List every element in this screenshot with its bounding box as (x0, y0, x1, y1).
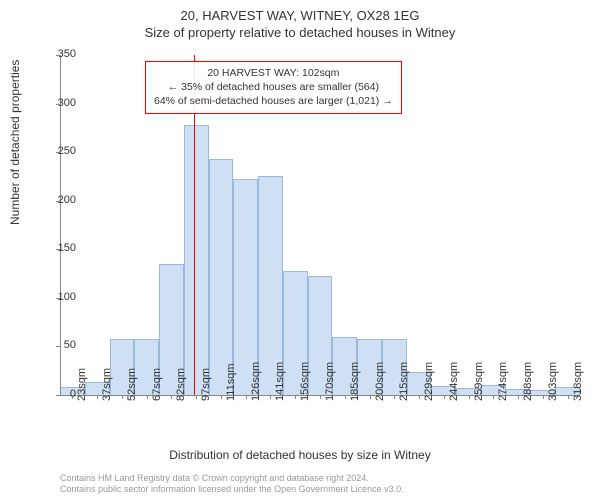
x-tick-mark (345, 395, 346, 399)
x-tick-label: 288sqm (522, 362, 534, 401)
x-tick-mark (419, 395, 420, 399)
y-tick-label: 200 (46, 194, 76, 206)
x-tick-label: 229sqm (423, 362, 435, 401)
x-tick-label: 23sqm (76, 368, 88, 401)
y-axis-label: Number of detached properties (8, 60, 22, 225)
x-tick-mark (221, 395, 222, 399)
x-tick-label: 318sqm (572, 362, 584, 401)
y-tick-mark (56, 201, 60, 202)
chart-title-main: 20, HARVEST WAY, WITNEY, OX28 1EG (0, 0, 600, 23)
x-tick-mark (568, 395, 569, 399)
x-tick-label: 156sqm (299, 362, 311, 401)
x-tick-mark (72, 395, 73, 399)
x-tick-mark (270, 395, 271, 399)
x-tick-mark (493, 395, 494, 399)
x-tick-mark (171, 395, 172, 399)
x-tick-label: 200sqm (374, 362, 386, 401)
y-tick-mark (56, 346, 60, 347)
y-tick-mark (56, 249, 60, 250)
x-tick-label: 244sqm (448, 362, 460, 401)
plot-area: 20 HARVEST WAY: 102sqm← 35% of detached … (60, 55, 580, 395)
x-tick-label: 97sqm (200, 368, 212, 401)
x-tick-mark (370, 395, 371, 399)
y-tick-mark (56, 395, 60, 396)
x-tick-label: 37sqm (101, 368, 113, 401)
callout-line: ← 35% of detached houses are smaller (56… (154, 80, 393, 94)
y-tick-mark (56, 55, 60, 56)
x-tick-mark (394, 395, 395, 399)
callout-line: 64% of semi-detached houses are larger (… (154, 94, 393, 108)
x-tick-label: 215sqm (398, 362, 410, 401)
x-tick-mark (320, 395, 321, 399)
x-tick-mark (469, 395, 470, 399)
y-tick-mark (56, 298, 60, 299)
x-tick-label: 259sqm (473, 362, 485, 401)
y-tick-label: 50 (46, 339, 76, 351)
x-tick-mark (444, 395, 445, 399)
x-tick-label: 111sqm (225, 363, 237, 401)
x-tick-label: 303sqm (547, 362, 559, 401)
x-tick-label: 141sqm (274, 362, 286, 401)
x-tick-mark (295, 395, 296, 399)
x-tick-label: 82sqm (175, 368, 187, 401)
y-tick-label: 350 (46, 48, 76, 60)
x-tick-mark (196, 395, 197, 399)
y-tick-label: 250 (46, 145, 76, 157)
chart-title-sub: Size of property relative to detached ho… (0, 23, 600, 40)
footer-line-1: Contains HM Land Registry data © Crown c… (60, 473, 404, 485)
callout-box: 20 HARVEST WAY: 102sqm← 35% of detached … (145, 61, 402, 114)
x-tick-mark (97, 395, 98, 399)
chart-footer: Contains HM Land Registry data © Crown c… (60, 473, 404, 496)
x-tick-label: 67sqm (151, 368, 163, 401)
y-tick-label: 150 (46, 242, 76, 254)
x-tick-mark (147, 395, 148, 399)
footer-line-2: Contains public sector information licen… (60, 484, 404, 496)
y-tick-mark (56, 152, 60, 153)
x-axis-label: Distribution of detached houses by size … (0, 448, 600, 462)
x-tick-mark (246, 395, 247, 399)
y-tick-label: 100 (46, 291, 76, 303)
y-tick-mark (56, 104, 60, 105)
histogram-bar (209, 159, 234, 395)
callout-line: 20 HARVEST WAY: 102sqm (154, 66, 393, 80)
x-tick-label: 52sqm (126, 368, 138, 401)
x-tick-label: 126sqm (250, 362, 262, 401)
x-tick-label: 185sqm (349, 362, 361, 401)
x-tick-label: 170sqm (324, 362, 336, 401)
histogram-bar (184, 125, 209, 395)
x-tick-mark (543, 395, 544, 399)
y-tick-label: 300 (46, 97, 76, 109)
x-tick-mark (122, 395, 123, 399)
x-tick-label: 274sqm (497, 362, 509, 401)
chart-container: 20, HARVEST WAY, WITNEY, OX28 1EG Size o… (0, 0, 600, 500)
x-tick-mark (518, 395, 519, 399)
